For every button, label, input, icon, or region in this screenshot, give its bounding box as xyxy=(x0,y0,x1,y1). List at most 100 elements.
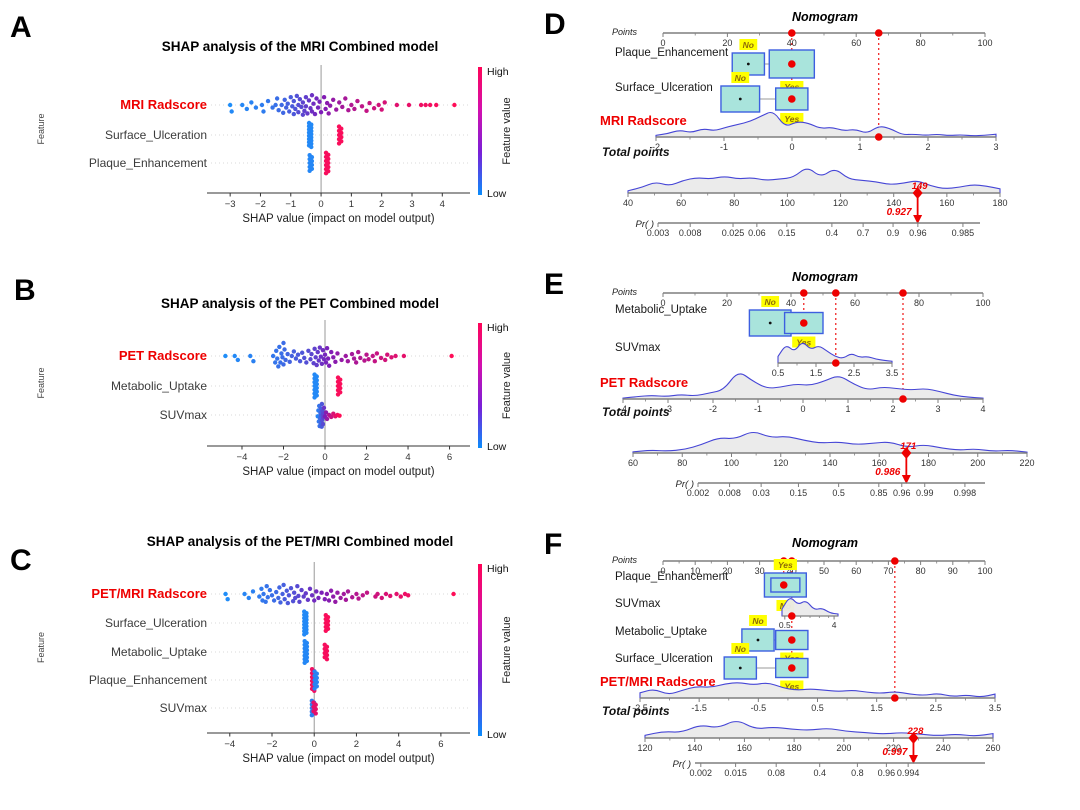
shap-dot xyxy=(345,589,351,594)
shap-dot xyxy=(423,102,428,108)
shap-dot xyxy=(309,351,314,357)
shap-dot xyxy=(434,102,439,108)
rows: PET/MRI Radscore Surface_Ulceration Metabo… xyxy=(89,586,468,715)
shap-dot xyxy=(240,102,245,108)
x-tick-label: 2 xyxy=(354,739,359,750)
x-tick-label: 6 xyxy=(438,739,443,750)
shap-dot xyxy=(374,351,380,356)
tick-label: 60 xyxy=(851,38,861,48)
shap-dot xyxy=(235,357,241,363)
shap-dot xyxy=(297,359,303,364)
tick-label: 1.5 xyxy=(810,368,823,378)
shap-dot xyxy=(276,595,281,601)
box-row: Plaque_Enhancement No Yes xyxy=(615,39,816,92)
shap-dot xyxy=(290,598,296,604)
feature-label: PET Radscore xyxy=(119,348,207,363)
shap-dot xyxy=(335,392,341,397)
shap-dot xyxy=(309,144,314,150)
tick-label: 0.99 xyxy=(916,488,934,498)
shap-dot xyxy=(360,593,365,598)
shap-dot xyxy=(326,111,331,116)
panel-letter-d: D xyxy=(544,8,566,41)
shap-dot xyxy=(302,660,307,665)
x-axis-title: SHAP value (impact on model output) xyxy=(242,466,434,478)
shap-dot xyxy=(338,595,343,601)
tick-label: 0.002 xyxy=(687,488,710,498)
no-dot xyxy=(756,638,760,642)
tick-label: 40 xyxy=(623,198,633,208)
tick-label: 0.8 xyxy=(851,768,864,778)
shap-dot xyxy=(280,355,285,360)
feature-label: Surface_Ulceration xyxy=(105,128,207,142)
panel-letter-c: C xyxy=(10,544,32,577)
feature-scale: 0.5 4 SUVmax xyxy=(615,598,839,630)
feature-label: Metabolic_Uptake xyxy=(615,626,707,638)
feature-label: SUVmax xyxy=(615,342,661,354)
shap-dot xyxy=(352,106,357,112)
marker-dot xyxy=(788,29,796,37)
shap-dot xyxy=(354,591,359,597)
pr-axis-label: Pr( ) xyxy=(676,479,694,490)
tick-label: 2.5 xyxy=(930,703,943,713)
tick-label: -4 xyxy=(619,404,627,414)
shap-dot xyxy=(319,361,325,366)
tick-label: 120 xyxy=(773,458,788,468)
shap-dot xyxy=(291,590,297,595)
shap-dot xyxy=(327,103,333,108)
shap-dot xyxy=(346,108,351,113)
feature-label: SUVmax xyxy=(160,701,207,715)
tick-label: 100 xyxy=(975,298,990,308)
radscore-label: PET Radscore xyxy=(600,375,688,390)
shap-dot xyxy=(287,359,292,365)
colorbar: High Low Feature value xyxy=(478,563,513,741)
tick-label: -1 xyxy=(754,404,762,414)
shap-dot xyxy=(295,352,301,357)
shap-dot xyxy=(274,589,279,595)
shap-dot xyxy=(349,351,355,357)
shap-dot xyxy=(307,168,312,173)
shap-dot xyxy=(277,344,282,350)
shap-dot xyxy=(282,97,287,103)
shap-dot xyxy=(319,590,324,595)
marker-dot xyxy=(788,664,796,672)
tick-label: 80 xyxy=(729,198,739,208)
shap-dot xyxy=(305,597,311,603)
points-axis: 0 10 20 30 40 50 60 70 80 90 100 Points xyxy=(612,555,993,576)
shap-dot xyxy=(320,421,326,427)
shap-dot xyxy=(279,351,284,356)
shap-dot xyxy=(302,108,307,114)
shap-dot xyxy=(328,588,334,593)
tag-label: No xyxy=(752,616,763,626)
x-tick-label: −4 xyxy=(224,739,235,750)
tag-label: No xyxy=(735,644,746,654)
panel-c: C SHAP analysis of the PET/MRI Combined … xyxy=(0,524,540,810)
shap-dot xyxy=(272,360,278,365)
tick-label: 0.002 xyxy=(690,768,713,778)
tick-label: 100 xyxy=(977,38,992,48)
feature-label: Surface_Ulceration xyxy=(615,653,713,665)
shap-dot xyxy=(375,591,380,597)
shap-dot xyxy=(279,102,284,108)
shap-dot xyxy=(324,346,330,351)
shap-dot xyxy=(314,362,319,368)
tick-label: 0.4 xyxy=(813,768,826,778)
tick-label: 80 xyxy=(914,298,924,308)
shap-dot xyxy=(299,104,304,110)
shap-dot xyxy=(385,352,390,357)
shap-dot xyxy=(449,353,454,359)
shap-dot xyxy=(276,364,281,369)
shap-dot xyxy=(306,348,311,353)
probability-arrowhead xyxy=(908,755,918,764)
shap-dot xyxy=(257,594,262,599)
box-row: Surface_Ulceration No Yes xyxy=(615,72,809,124)
panel-letter-b: B xyxy=(14,274,36,307)
tick-label: 40 xyxy=(787,38,797,48)
tick-label: 80 xyxy=(916,38,926,48)
shap-dot xyxy=(330,97,336,103)
tick-label: 0.08 xyxy=(767,768,785,778)
shap-dot xyxy=(246,595,251,601)
tick-label: 200 xyxy=(970,458,985,468)
shap-dot xyxy=(281,582,286,588)
colorbar-low-label: Low xyxy=(487,441,507,453)
shap-dot xyxy=(284,105,289,110)
